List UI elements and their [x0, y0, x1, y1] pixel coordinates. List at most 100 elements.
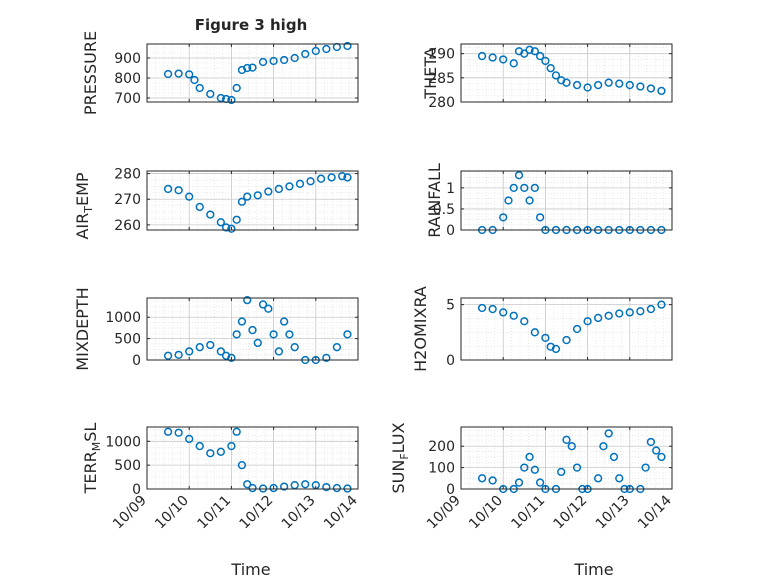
data-point [499, 308, 508, 317]
data-point [174, 69, 183, 78]
axes-box [460, 426, 673, 490]
data-point [541, 333, 550, 343]
data-point [327, 173, 336, 182]
ylabel-air-temp: AIRTEMP [73, 172, 95, 239]
data-point [551, 344, 561, 354]
y-axis-label: MIXDEPTH [73, 287, 92, 370]
subplot-sun-flux: 0 100 200 10/09 10/10 10/11 10/12 10/13 10/14 [424, 426, 675, 533]
data-point [520, 183, 529, 193]
data-point [253, 338, 262, 348]
data-point [546, 64, 555, 73]
data-point [227, 441, 236, 451]
y-tick-label: 260 [114, 218, 141, 234]
data-point [657, 452, 666, 462]
data-point [163, 184, 173, 194]
y-tick-label: 1000 [105, 434, 141, 450]
data-point [232, 330, 241, 339]
data-point [232, 215, 241, 224]
data-point [338, 171, 347, 181]
data-point [343, 41, 352, 51]
data-point [322, 353, 331, 363]
data-point [594, 474, 603, 483]
data-point [295, 179, 305, 188]
data-point [509, 183, 518, 193]
data-point [609, 452, 619, 462]
data-point [652, 446, 661, 455]
data-point [520, 317, 529, 326]
data-point [343, 330, 352, 339]
data-point [227, 224, 236, 233]
data-point [488, 476, 497, 485]
x-tick-label: 10/11 [508, 493, 548, 533]
data-point [195, 441, 204, 451]
axes-box [146, 43, 359, 103]
data-point [274, 184, 284, 194]
data-point [206, 449, 215, 458]
data-point [525, 196, 534, 205]
ylabel-sun-flux: SUNFLUX [389, 422, 411, 493]
data-point [604, 311, 613, 320]
x-tick-label: 10/13 [279, 493, 319, 533]
data-point [509, 59, 518, 68]
y-tick-label: 100 [428, 461, 455, 477]
data-point [163, 351, 173, 360]
data-point [625, 308, 634, 317]
x-tick-label: 10/09 [110, 493, 150, 533]
data-point [514, 171, 524, 180]
data-point [163, 69, 173, 79]
data-point [237, 461, 247, 470]
data-point [216, 347, 226, 356]
data-point [477, 303, 487, 313]
data-point [636, 82, 645, 91]
y-axis-label: H2OMIXRA [411, 286, 430, 372]
data-point [232, 427, 241, 436]
data-point [269, 330, 278, 339]
data-point [657, 86, 666, 96]
data-point [657, 300, 666, 309]
data-point [243, 63, 252, 73]
data-point [185, 434, 194, 444]
data-point [499, 55, 508, 64]
data-point [562, 78, 571, 87]
data-point [509, 311, 518, 320]
y-axis-label: THETA [421, 47, 440, 99]
x-axis-label-right: Time [573, 560, 613, 579]
data-point [332, 483, 342, 493]
data-point [572, 324, 582, 334]
data-point [258, 300, 268, 309]
data-point [477, 474, 487, 483]
y-tick-label: 5 [446, 298, 455, 314]
x-tick-label: 10/09 [424, 493, 464, 533]
y-axis-label: PRESSURE [81, 31, 100, 115]
data-point [322, 482, 331, 492]
axes-box [146, 170, 359, 231]
data-point [264, 187, 273, 196]
y-tick-label: 280 [114, 167, 141, 183]
data-point [599, 442, 608, 451]
data-point [274, 347, 284, 356]
figure-title: Figure 3 high [195, 16, 308, 34]
subplot-pressure: 700 800 900 PRESSURE [81, 31, 359, 115]
data-point [185, 192, 194, 201]
subplot-mixdepth: 0 500 1000 MIXDEPTH [73, 287, 359, 371]
x-tick-label: 10/13 [593, 493, 633, 533]
data-point [248, 483, 257, 493]
data-point [594, 80, 603, 90]
ylabel-terr-msl: TERRMSL [81, 423, 103, 495]
data-point [615, 79, 624, 88]
y-tick-label: 270 [114, 192, 141, 208]
data-point [488, 304, 497, 314]
data-point [174, 350, 183, 360]
data-point [195, 202, 204, 212]
data-point [243, 480, 252, 489]
data-point [269, 56, 278, 66]
data-point [535, 478, 545, 487]
data-point [332, 42, 342, 52]
y-tick-label: 0 [446, 353, 455, 369]
y-tick-label: 200 [428, 439, 455, 455]
data-point [604, 78, 613, 87]
data-point [562, 435, 571, 444]
x-tick-label: 10/10 [466, 493, 506, 533]
y-tick-label: 0 [446, 482, 455, 498]
data-point [530, 183, 539, 193]
